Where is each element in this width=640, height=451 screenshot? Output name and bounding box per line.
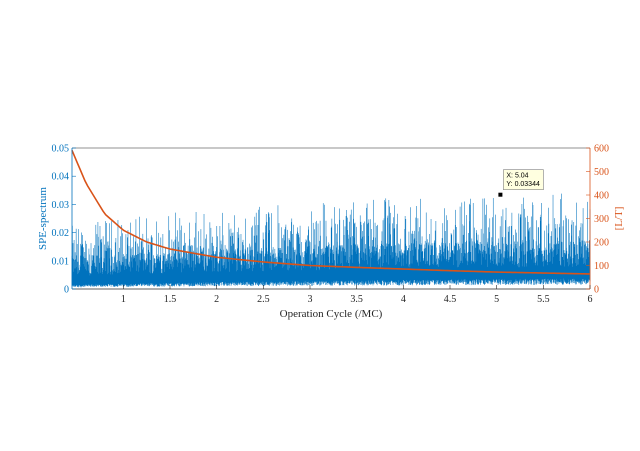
x-tick-label: 2.5 (257, 294, 270, 305)
x-tick-label: 3 (308, 294, 313, 305)
x-tick-label: 4 (401, 294, 406, 305)
x-tick-label: 3.5 (350, 294, 363, 305)
y-left-tick-label: 0 (64, 285, 69, 296)
x-axis-label: Operation Cycle (/MC) (280, 308, 383, 320)
x-tick-label: 5 (494, 294, 499, 305)
y-right-tick-label: 500 (594, 167, 609, 178)
x-tick-label: 6 (588, 294, 593, 305)
tick-labels: 1 1.5 2 2.5 3 3.5 4 4.5 5 5.5 600.010.020.030.040.… (52, 144, 610, 306)
y-right-tick-label: 300 (594, 214, 609, 225)
y-left-tick-label: 0.01 (52, 256, 70, 267)
lt-curve-line (71, 150, 591, 275)
axes (71, 147, 591, 290)
y-left-tick-label: 0.04 (52, 172, 70, 183)
datatip-y-text: Y: 0.03344 (506, 181, 540, 188)
y-right-tick-label: 400 (594, 191, 609, 202)
y-right-tick-label: 200 (594, 238, 609, 249)
datatip[interactable]: X: 5.04 Y: 0.03344 (498, 169, 544, 197)
y-axis-right-label: [L/T] (613, 207, 625, 231)
y-left-tick-label: 0.05 (52, 144, 70, 155)
y-right-tick-label: 600 (594, 144, 609, 155)
x-tick-label: 5.5 (537, 294, 550, 305)
x-tick-label: 1.5 (164, 294, 177, 305)
datatip-marker[interactable] (498, 192, 503, 197)
y-right-tick-label: 0 (594, 285, 599, 296)
x-tick-label: 2 (214, 294, 219, 305)
y-left-tick-label: 0.03 (52, 200, 70, 211)
x-tick-label: 1 (121, 294, 126, 305)
datatip-box[interactable] (503, 169, 544, 190)
datatip-x-text: X: 5.04 (506, 173, 528, 180)
lt-curve-series (71, 150, 591, 275)
x-tick-label: 4.5 (444, 294, 457, 305)
y-left-tick-label: 0.02 (52, 228, 70, 239)
y-axis-left-label: SPE-spectrum (37, 187, 49, 250)
y-right-tick-label: 100 (594, 261, 609, 272)
